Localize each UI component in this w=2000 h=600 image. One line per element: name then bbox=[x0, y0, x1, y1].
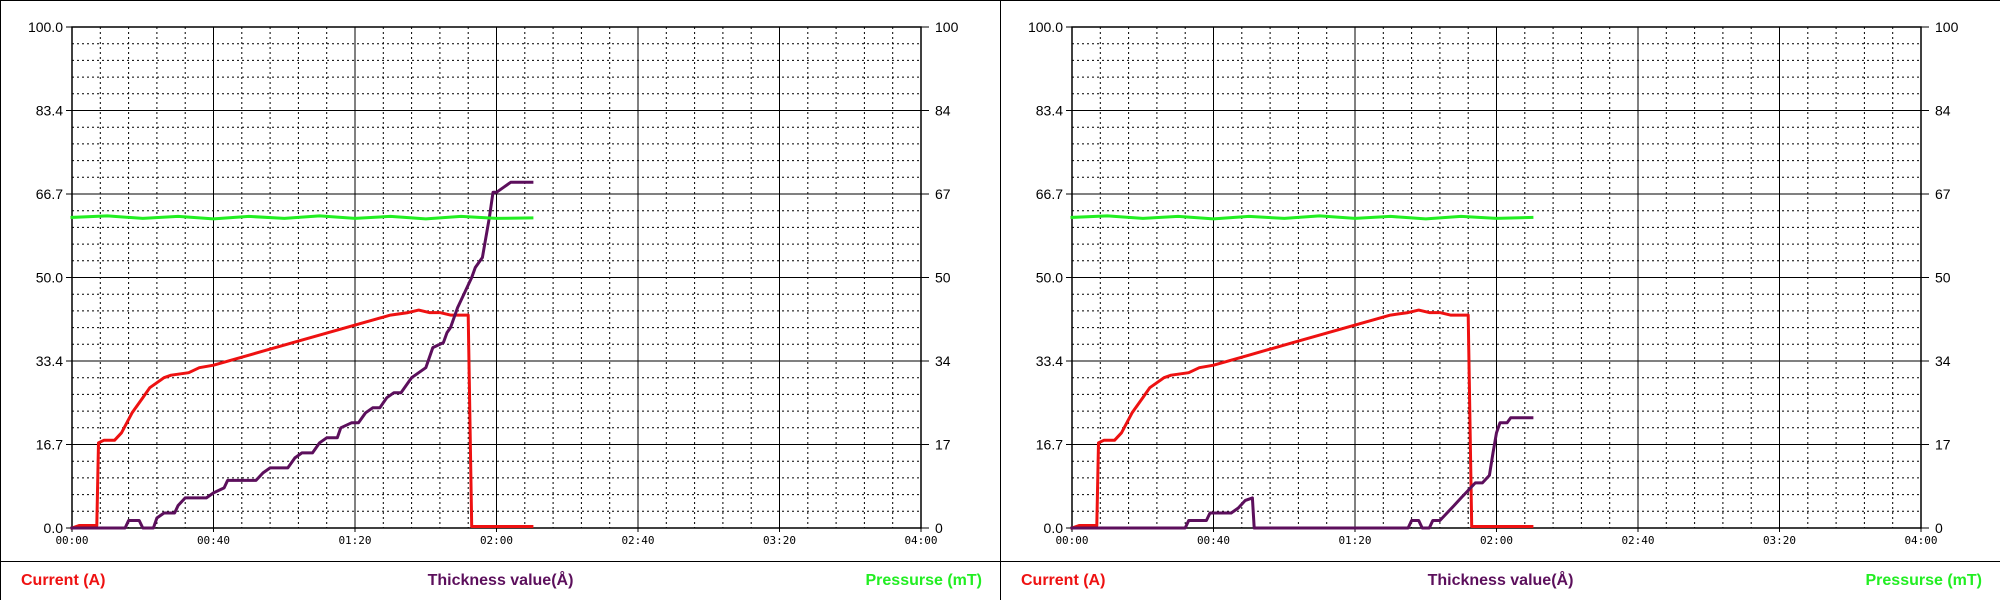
chart-left: 0.0 16.7 33.4 50.0 66.7 83.4 100.0 0 17 34 50 67 84 1… bbox=[28, 19, 959, 547]
x-tick-label: 04:00 bbox=[904, 534, 937, 547]
x-tick-label: 01:20 bbox=[338, 534, 371, 547]
y-tick-label-left: 100.0 bbox=[28, 19, 63, 35]
y-tick-label-right: 67 bbox=[1935, 186, 1951, 202]
legend-thickness: Thickness value(Å) bbox=[1427, 572, 1574, 589]
x-tick-label: 00:40 bbox=[197, 534, 230, 547]
y-tick-label-right: 17 bbox=[935, 437, 951, 453]
y-tick-label-left: 33.4 bbox=[1036, 353, 1063, 369]
y-tick-label-right: 0 bbox=[1935, 520, 1943, 536]
series-pressure-line bbox=[70, 214, 534, 221]
series-pressure-line bbox=[1070, 214, 1534, 221]
legend-current: Current (A) bbox=[1021, 572, 1106, 589]
legend-pressure: Pressurse (mT) bbox=[1865, 572, 1983, 589]
series-current-line bbox=[1070, 308, 1534, 530]
x-tick-label: 02:40 bbox=[1621, 534, 1654, 547]
y-tick-label-left: 50.0 bbox=[1036, 270, 1063, 286]
series-current-line bbox=[70, 308, 534, 530]
legend-left: Current (A) Thickness value(Å) Pressurse… bbox=[1, 561, 1000, 600]
legend-right: Current (A) Thickness value(Å) Pressurse… bbox=[1001, 561, 2000, 600]
x-tick-label: 03:20 bbox=[763, 534, 796, 547]
chart-panel-left: 0.0 16.7 33.4 50.0 66.7 83.4 100.0 0 17 34 50 67 84 1… bbox=[0, 0, 1001, 600]
y-tick-label-left: 83.4 bbox=[36, 103, 63, 119]
y-tick-label-left: 16.7 bbox=[1036, 437, 1063, 453]
x-tick-label: 01:20 bbox=[1338, 534, 1371, 547]
series-thickness-line bbox=[1070, 416, 1534, 530]
y-tick-label-right: 84 bbox=[1935, 103, 1951, 119]
y-tick-label-right: 67 bbox=[935, 186, 951, 202]
x-tick-label: 00:00 bbox=[1055, 534, 1088, 547]
chart-panel-right: 0.0 16.7 33.4 50.0 66.7 83.4 100.0 0 17 34 50 67 84 1… bbox=[1000, 0, 2000, 600]
y-tick-label-right: 50 bbox=[935, 270, 951, 286]
x-tick-label: 03:20 bbox=[1763, 534, 1796, 547]
y-tick-label-right: 34 bbox=[1935, 353, 1951, 369]
legend-thickness: Thickness value(Å) bbox=[427, 572, 574, 589]
y-tick-label-right: 100 bbox=[1935, 19, 1959, 35]
y-tick-label-left: 66.7 bbox=[36, 186, 63, 202]
x-tick-label: 00:40 bbox=[1197, 534, 1230, 547]
x-tick-label: 02:00 bbox=[480, 534, 513, 547]
y-tick-label-left: 50.0 bbox=[36, 270, 63, 286]
y-tick-label-left: 66.7 bbox=[1036, 186, 1063, 202]
y-tick-label-left: 83.4 bbox=[1036, 103, 1063, 119]
y-tick-label-right: 84 bbox=[935, 103, 951, 119]
y-tick-label-left: 33.4 bbox=[36, 353, 63, 369]
x-tick-label: 00:00 bbox=[55, 534, 88, 547]
y-tick-label-right: 0 bbox=[935, 520, 943, 536]
y-tick-label-right: 17 bbox=[1935, 437, 1951, 453]
y-tick-label-left: 100.0 bbox=[1028, 19, 1063, 35]
legend-pressure: Pressurse (mT) bbox=[865, 572, 983, 589]
x-tick-label: 02:40 bbox=[621, 534, 654, 547]
y-tick-label-left: 0.0 bbox=[1044, 520, 1064, 536]
series-thickness-line bbox=[70, 180, 534, 530]
x-tick-label: 02:00 bbox=[1480, 534, 1513, 547]
y-tick-label-left: 16.7 bbox=[36, 437, 63, 453]
y-tick-label-right: 50 bbox=[1935, 270, 1951, 286]
chart-right: 0.0 16.7 33.4 50.0 66.7 83.4 100.0 0 17 34 50 67 84 1… bbox=[1028, 19, 1959, 547]
y-tick-label-right: 100 bbox=[935, 19, 959, 35]
x-tick-label: 04:00 bbox=[1904, 534, 1937, 547]
y-tick-label-left: 0.0 bbox=[44, 520, 64, 536]
legend-current: Current (A) bbox=[21, 572, 106, 589]
y-tick-label-right: 34 bbox=[935, 353, 951, 369]
